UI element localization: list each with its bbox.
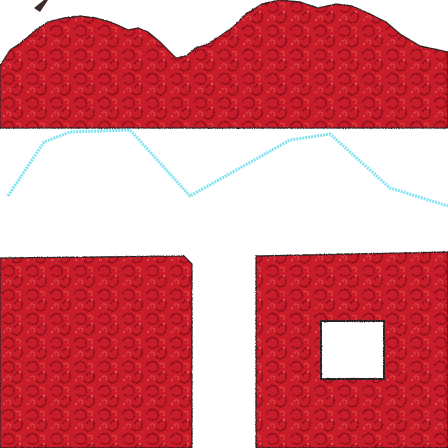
roof-band — [0, 0, 448, 129]
zigzag-line — [6, 128, 448, 208]
left-wall-block — [0, 255, 193, 448]
window-square — [320, 320, 385, 380]
roof-chip — [34, 0, 48, 12]
